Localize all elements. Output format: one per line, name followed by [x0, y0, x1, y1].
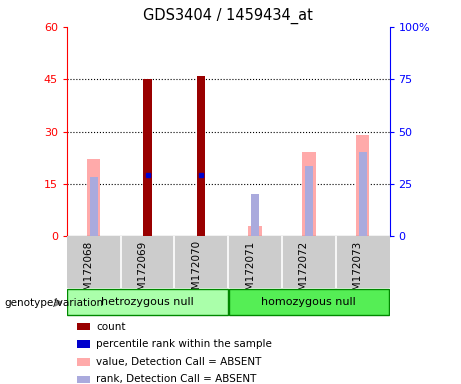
Bar: [143, 79, 152, 236]
Bar: [77, 340, 90, 348]
Bar: [197, 76, 205, 236]
Bar: [87, 159, 100, 236]
Bar: [77, 358, 90, 366]
Bar: [359, 152, 366, 236]
Bar: [90, 177, 98, 236]
Text: GSM172071: GSM172071: [245, 240, 255, 304]
Text: percentile rank within the sample: percentile rank within the sample: [96, 339, 272, 349]
FancyBboxPatch shape: [67, 290, 228, 315]
Text: genotype/variation: genotype/variation: [5, 298, 104, 308]
Text: GSM172073: GSM172073: [353, 240, 363, 304]
Bar: [77, 376, 90, 383]
Text: homozygous null: homozygous null: [261, 297, 356, 308]
Text: rank, Detection Call = ABSENT: rank, Detection Call = ABSENT: [96, 374, 257, 384]
Bar: [248, 226, 262, 236]
Text: hetrozygous null: hetrozygous null: [101, 297, 194, 308]
Title: GDS3404 / 1459434_at: GDS3404 / 1459434_at: [143, 8, 313, 24]
Bar: [305, 166, 313, 236]
Text: count: count: [96, 321, 126, 331]
Bar: [302, 152, 316, 236]
FancyBboxPatch shape: [229, 290, 389, 315]
Text: GSM172070: GSM172070: [191, 240, 201, 303]
Bar: [77, 323, 90, 331]
Text: GSM172069: GSM172069: [137, 240, 148, 304]
Text: value, Detection Call = ABSENT: value, Detection Call = ABSENT: [96, 357, 261, 367]
Bar: [251, 194, 259, 236]
Text: GSM172072: GSM172072: [299, 240, 309, 304]
Text: GSM172068: GSM172068: [84, 240, 94, 304]
Bar: [356, 135, 369, 236]
